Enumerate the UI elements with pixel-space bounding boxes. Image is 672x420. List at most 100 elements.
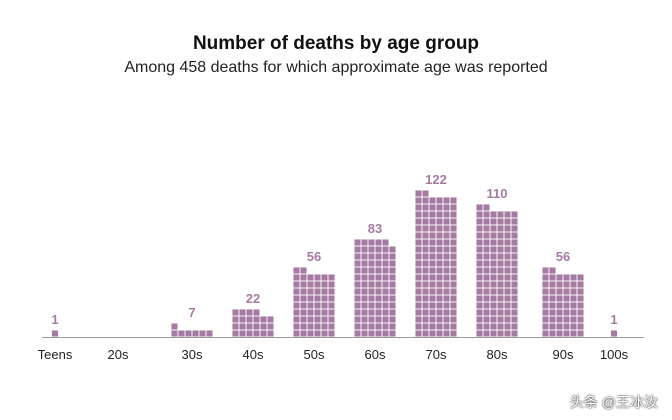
bar-square [497, 218, 504, 225]
bar-square [436, 225, 443, 232]
bar-square [436, 239, 443, 246]
bar-square [422, 323, 429, 330]
bar-square [415, 316, 422, 323]
bar-square [511, 309, 518, 316]
bar-square [389, 316, 396, 323]
bar-square [361, 253, 368, 260]
bar-square [563, 309, 570, 316]
bar-square [178, 330, 185, 337]
bar-square [556, 330, 563, 337]
bar-square [232, 330, 239, 337]
bar-square [436, 330, 443, 337]
bar-square [549, 316, 556, 323]
bar-square [321, 302, 328, 309]
bar-square [300, 267, 307, 274]
x-tick-label: 70s [426, 347, 447, 362]
bar-square [354, 281, 361, 288]
bar-square [497, 295, 504, 302]
bar-square [563, 330, 570, 337]
bar-square [368, 239, 375, 246]
bar-square [570, 295, 577, 302]
bar-square [511, 274, 518, 281]
bar-square [504, 253, 511, 260]
bar-square [375, 246, 382, 253]
bar-square [476, 253, 483, 260]
bar-square [504, 302, 511, 309]
bar-square [354, 260, 361, 267]
bar-square [415, 218, 422, 225]
bar-square [504, 260, 511, 267]
data-label: 56 [307, 249, 321, 264]
bar-square [476, 323, 483, 330]
bar-square [483, 316, 490, 323]
bar-square [483, 232, 490, 239]
bar-square [483, 225, 490, 232]
bar-square [476, 274, 483, 281]
x-tick-label: 60s [365, 347, 386, 362]
bar-square [375, 330, 382, 337]
bar-square [490, 302, 497, 309]
bar-square [314, 281, 321, 288]
bar-square [443, 232, 450, 239]
bar-square [450, 218, 457, 225]
bar-square [443, 274, 450, 281]
bar-square [443, 204, 450, 211]
bar-square [171, 323, 178, 330]
bar-square [476, 330, 483, 337]
bar-square [556, 302, 563, 309]
bar-square [570, 281, 577, 288]
bar-square [429, 302, 436, 309]
bar-square [415, 246, 422, 253]
bar-square [361, 246, 368, 253]
bar-square [354, 274, 361, 281]
bar-60s [354, 239, 396, 337]
bar-square [293, 302, 300, 309]
bar-square [307, 302, 314, 309]
bar-square [483, 281, 490, 288]
bar-square [429, 281, 436, 288]
bar-square [415, 190, 422, 197]
bar-square [429, 218, 436, 225]
bar-square [321, 323, 328, 330]
x-tick-label: 100s [600, 347, 629, 362]
bar-square [429, 274, 436, 281]
bar-square [328, 302, 335, 309]
bar-square [389, 260, 396, 267]
bar-square [476, 204, 483, 211]
bar-square [490, 239, 497, 246]
bar-square [443, 225, 450, 232]
bar-square [382, 246, 389, 253]
bar-square [490, 330, 497, 337]
bar-square [556, 281, 563, 288]
bar-square [490, 225, 497, 232]
bar-square [415, 260, 422, 267]
bar-square [570, 330, 577, 337]
bar-square [375, 316, 382, 323]
bar-square [504, 232, 511, 239]
bar-square [239, 323, 246, 330]
bar-square [556, 288, 563, 295]
bar-square [293, 288, 300, 295]
bar-square [415, 232, 422, 239]
bar-square [354, 267, 361, 274]
bar-square [422, 330, 429, 337]
bar-square [450, 246, 457, 253]
bar-square [577, 295, 584, 302]
bar-square [422, 274, 429, 281]
bar-square [490, 218, 497, 225]
bar-square [314, 330, 321, 337]
bar-square [450, 288, 457, 295]
bar-square [246, 330, 253, 337]
bar-square [300, 309, 307, 316]
bar-square [443, 239, 450, 246]
bar-square [490, 288, 497, 295]
bar-square [375, 239, 382, 246]
bar-square [436, 232, 443, 239]
bar-square [429, 330, 436, 337]
bar-square [476, 218, 483, 225]
bar-square [549, 281, 556, 288]
bar-square [443, 309, 450, 316]
bar-square [415, 225, 422, 232]
bar-50s [293, 267, 335, 337]
